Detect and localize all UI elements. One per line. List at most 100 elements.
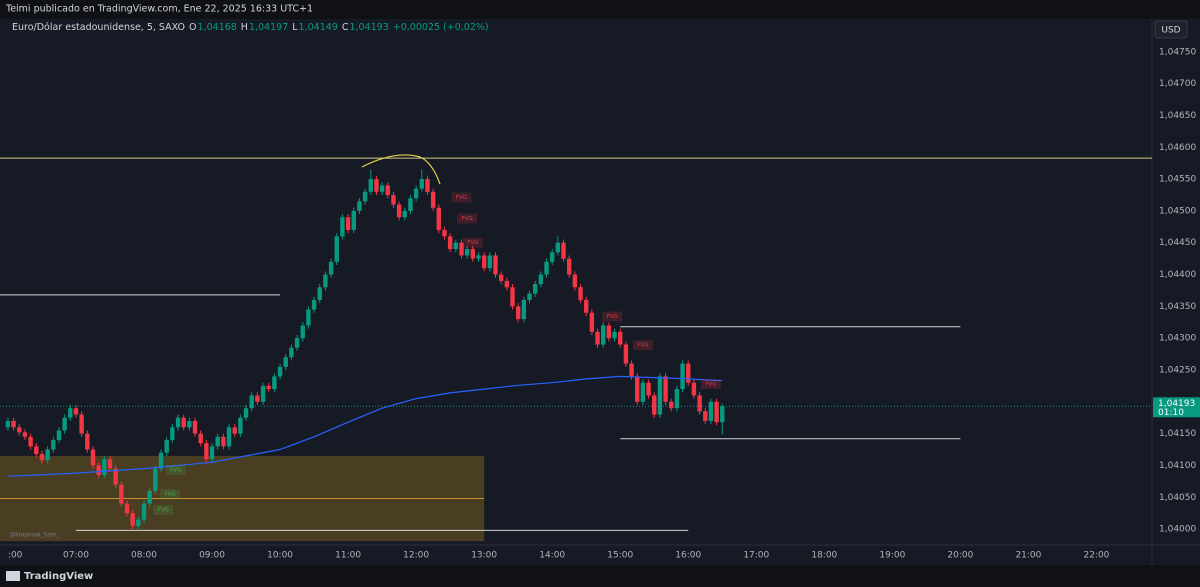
fvg-box — [602, 311, 623, 322]
y-tick-label: 1,04450 — [1159, 238, 1196, 248]
candle-body — [158, 452, 164, 469]
y-tick-label: 1,04550 — [1159, 175, 1196, 185]
y-tick-label: 1,04350 — [1159, 302, 1196, 312]
candle-body — [663, 376, 668, 402]
candle-body — [357, 201, 362, 211]
fvg-box — [451, 192, 472, 203]
candle-body — [657, 376, 663, 415]
candle-body — [629, 363, 634, 377]
candle-body — [464, 249, 470, 256]
candle-body — [447, 236, 453, 250]
candle-body — [720, 406, 725, 423]
symbol: Euro/Dólar estadounidense, 5, SAXO — [12, 22, 185, 33]
ohlc-value: 1,04168 — [198, 22, 237, 33]
candle-body — [549, 252, 555, 262]
candle-body — [11, 420, 16, 428]
ohlc-value: 1,04197 — [249, 22, 288, 33]
candle-body — [515, 306, 521, 320]
candle-body — [90, 449, 96, 466]
candle-body — [566, 258, 572, 275]
moving-average — [7, 375, 723, 477]
candle-body — [170, 427, 175, 440]
candle-body — [510, 287, 515, 307]
last-price-tag — [1153, 397, 1200, 418]
x-tick-label: 14:00 — [539, 551, 565, 561]
candle-body — [374, 179, 379, 192]
fvg-box — [462, 237, 483, 248]
x-tick-label: 18:00 — [811, 551, 837, 561]
legend: Euro/Dólar estadounidense, 5, SAXO O1,041… — [12, 22, 489, 33]
candle-body — [215, 436, 220, 447]
candle-body — [238, 417, 243, 434]
currency[interactable]: USD — [1161, 26, 1180, 36]
candle-body — [107, 459, 113, 469]
candle-body — [481, 255, 487, 269]
candle-body — [5, 420, 11, 428]
candle-body — [532, 284, 538, 294]
candle-body — [470, 249, 476, 259]
candle-body — [674, 389, 680, 409]
ohlc-label: L — [292, 22, 298, 33]
candle-body — [396, 204, 402, 218]
candle-body — [572, 274, 578, 288]
ohlc-value: 1,04193 — [349, 22, 388, 33]
candle-body — [368, 179, 373, 192]
candle-body — [226, 427, 232, 447]
plot-area: FVG FVG FVG FVG FVG FVG FVG FVG FVG — [0, 157, 1152, 542]
candle-body — [669, 401, 674, 409]
candle-body — [260, 385, 266, 402]
publish-info: Teimi publicado en TradingView.com, Ene … — [5, 4, 313, 15]
currency-button[interactable] — [1154, 20, 1188, 39]
candle-body — [289, 347, 294, 358]
candle-body — [589, 312, 595, 332]
fvg-box — [160, 489, 181, 500]
y-tick-label: 1,04000 — [1159, 525, 1196, 535]
candle-body — [294, 338, 300, 348]
candle-body — [232, 427, 237, 434]
candle-body — [345, 217, 351, 230]
candle-body — [504, 280, 510, 288]
candle-body — [487, 255, 493, 269]
candle-body — [425, 179, 430, 192]
fvg-label: FVG — [456, 195, 467, 201]
candle-body — [640, 382, 646, 402]
watermark: @Haphaw_Sam_ — [10, 532, 61, 539]
brand: TradingView — [24, 571, 93, 582]
fvg-label: FVG — [607, 314, 618, 320]
candle-body — [686, 363, 691, 383]
candle-body — [124, 503, 130, 514]
candle-body — [249, 395, 254, 409]
candle-body — [334, 236, 339, 262]
candle-body — [340, 217, 345, 237]
candle-body — [164, 440, 169, 453]
y-tick-label: 1,04300 — [1159, 334, 1196, 344]
candle-body — [147, 490, 152, 504]
x-tick-label: 20:00 — [947, 551, 973, 561]
candle-body — [703, 411, 708, 421]
candle-body — [311, 300, 317, 310]
candle-body — [459, 242, 464, 256]
candle-body — [584, 300, 589, 313]
fvg-label: FVG — [170, 467, 181, 473]
candle-body — [413, 188, 419, 199]
candle-body — [96, 465, 101, 475]
candle-body — [521, 300, 527, 320]
candle-body — [493, 255, 498, 275]
candle-body — [601, 325, 606, 345]
candle-body — [323, 274, 328, 288]
fvg-label: FVG — [637, 343, 648, 349]
y-tick-label: 1,04400 — [1159, 270, 1196, 280]
x-tick-label: 08:00 — [131, 551, 157, 561]
candle-body — [555, 242, 561, 253]
candle-body — [22, 432, 28, 437]
x-tick-label: :00 — [8, 551, 23, 561]
top-bar — [0, 0, 1200, 19]
candle-body — [306, 309, 311, 326]
candle-body — [578, 287, 583, 300]
candle-body — [68, 408, 73, 418]
ohlc-label: O — [189, 22, 196, 33]
y-tick-label: 1,04100 — [1159, 461, 1196, 471]
candle-body — [618, 331, 623, 345]
